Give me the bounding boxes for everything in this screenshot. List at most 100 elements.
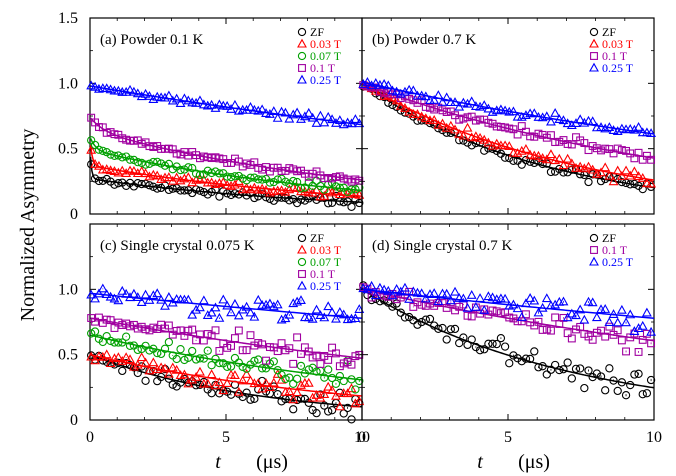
panels: 00.51.01.5(a) Powder 0.1 K ZF0.03 T0.07 T… — [58, 10, 662, 446]
data-point — [354, 189, 365, 199]
data-point — [633, 171, 644, 181]
legend-label: 0.07 T — [310, 49, 342, 63]
data-point — [118, 366, 127, 376]
legend: ZF0.03 T0.1 T0.25 T — [589, 25, 634, 75]
data-point — [404, 293, 415, 303]
fit-curve — [362, 81, 655, 135]
data-point — [479, 100, 490, 109]
data-point — [148, 94, 159, 104]
data-point — [416, 288, 427, 298]
data-point — [467, 312, 476, 321]
y-axis-label: Normalized Asymmetry — [17, 129, 39, 322]
data-point — [492, 339, 501, 349]
data-point — [167, 362, 178, 372]
data-point — [210, 380, 221, 390]
data-point — [233, 176, 244, 186]
data-point — [289, 379, 298, 388]
series-zf — [359, 281, 656, 400]
x-tick-label: 10 — [646, 429, 662, 446]
data-point — [222, 300, 233, 310]
data-point — [350, 398, 361, 408]
data-point — [551, 138, 560, 147]
data-point — [284, 309, 295, 319]
data-point — [622, 347, 631, 356]
data-point — [250, 356, 259, 366]
data-point — [261, 185, 271, 194]
data-point — [534, 129, 543, 138]
data-point — [133, 157, 142, 167]
data-point — [613, 326, 622, 335]
data-point — [253, 378, 264, 387]
data-point — [176, 165, 185, 175]
data-point — [132, 292, 143, 302]
data-point — [551, 313, 560, 322]
data-point — [195, 302, 205, 312]
data-point — [324, 407, 333, 416]
data-point — [546, 365, 556, 374]
data-point — [387, 85, 398, 95]
data-point — [206, 307, 217, 317]
data-point — [242, 388, 251, 397]
data-point — [288, 298, 299, 308]
data-point — [355, 198, 364, 208]
legend: ZF0.1 T0.25 T — [589, 231, 634, 269]
data-point — [171, 93, 182, 103]
data-point — [98, 146, 107, 155]
data-point — [307, 392, 318, 402]
data-point — [429, 94, 440, 104]
data-point — [90, 327, 100, 336]
data-point — [542, 325, 551, 334]
data-point — [140, 357, 151, 367]
legend-marker — [297, 244, 307, 254]
fit-curve — [90, 317, 363, 359]
data-point — [354, 304, 365, 313]
data-point — [320, 401, 329, 410]
panel-title: (b) Powder 0.7 K — [372, 32, 476, 48]
data-point — [136, 91, 147, 101]
legend-label: ZF — [602, 25, 616, 39]
data-point — [319, 389, 330, 399]
data-point — [633, 323, 644, 333]
data-point — [171, 172, 182, 182]
data-point — [273, 175, 282, 184]
data-point — [331, 390, 341, 400]
data-point — [210, 302, 221, 312]
data-point — [320, 373, 329, 382]
data-point — [634, 369, 643, 378]
data-point — [121, 352, 132, 362]
data-point — [383, 80, 394, 90]
data-point — [505, 359, 514, 368]
data-point — [230, 298, 240, 308]
data-point — [257, 383, 268, 393]
series-0-03-t — [86, 349, 365, 411]
data-point — [184, 353, 193, 362]
data-point — [160, 300, 170, 310]
data-point — [316, 193, 325, 202]
data-point — [637, 320, 648, 330]
data-point — [233, 386, 244, 396]
panel-4: 0 5 10 (d) Single crystal 0.7 K ZF0.1 T0.25 … — [358, 223, 662, 446]
x-tick-label: 0 — [86, 429, 94, 446]
data-point — [379, 284, 390, 294]
fit-curve — [90, 334, 363, 381]
series-0-25-t — [86, 80, 365, 129]
data-point — [550, 107, 561, 117]
data-point — [605, 364, 614, 373]
legend-marker — [297, 74, 307, 84]
data-point — [605, 322, 614, 331]
data-point — [238, 362, 247, 372]
data-point — [246, 331, 255, 340]
series-0-25-t — [358, 280, 657, 336]
data-point — [576, 364, 585, 373]
data-point — [202, 378, 213, 388]
data-point — [488, 339, 497, 348]
data-point — [621, 165, 631, 175]
data-point — [358, 79, 369, 88]
panel-title: (c) Single crystal 0.075 K — [100, 238, 255, 254]
data-point — [596, 167, 606, 177]
legend-marker — [590, 246, 598, 254]
data-point — [268, 377, 279, 387]
data-point — [455, 338, 464, 348]
data-point — [622, 146, 631, 155]
